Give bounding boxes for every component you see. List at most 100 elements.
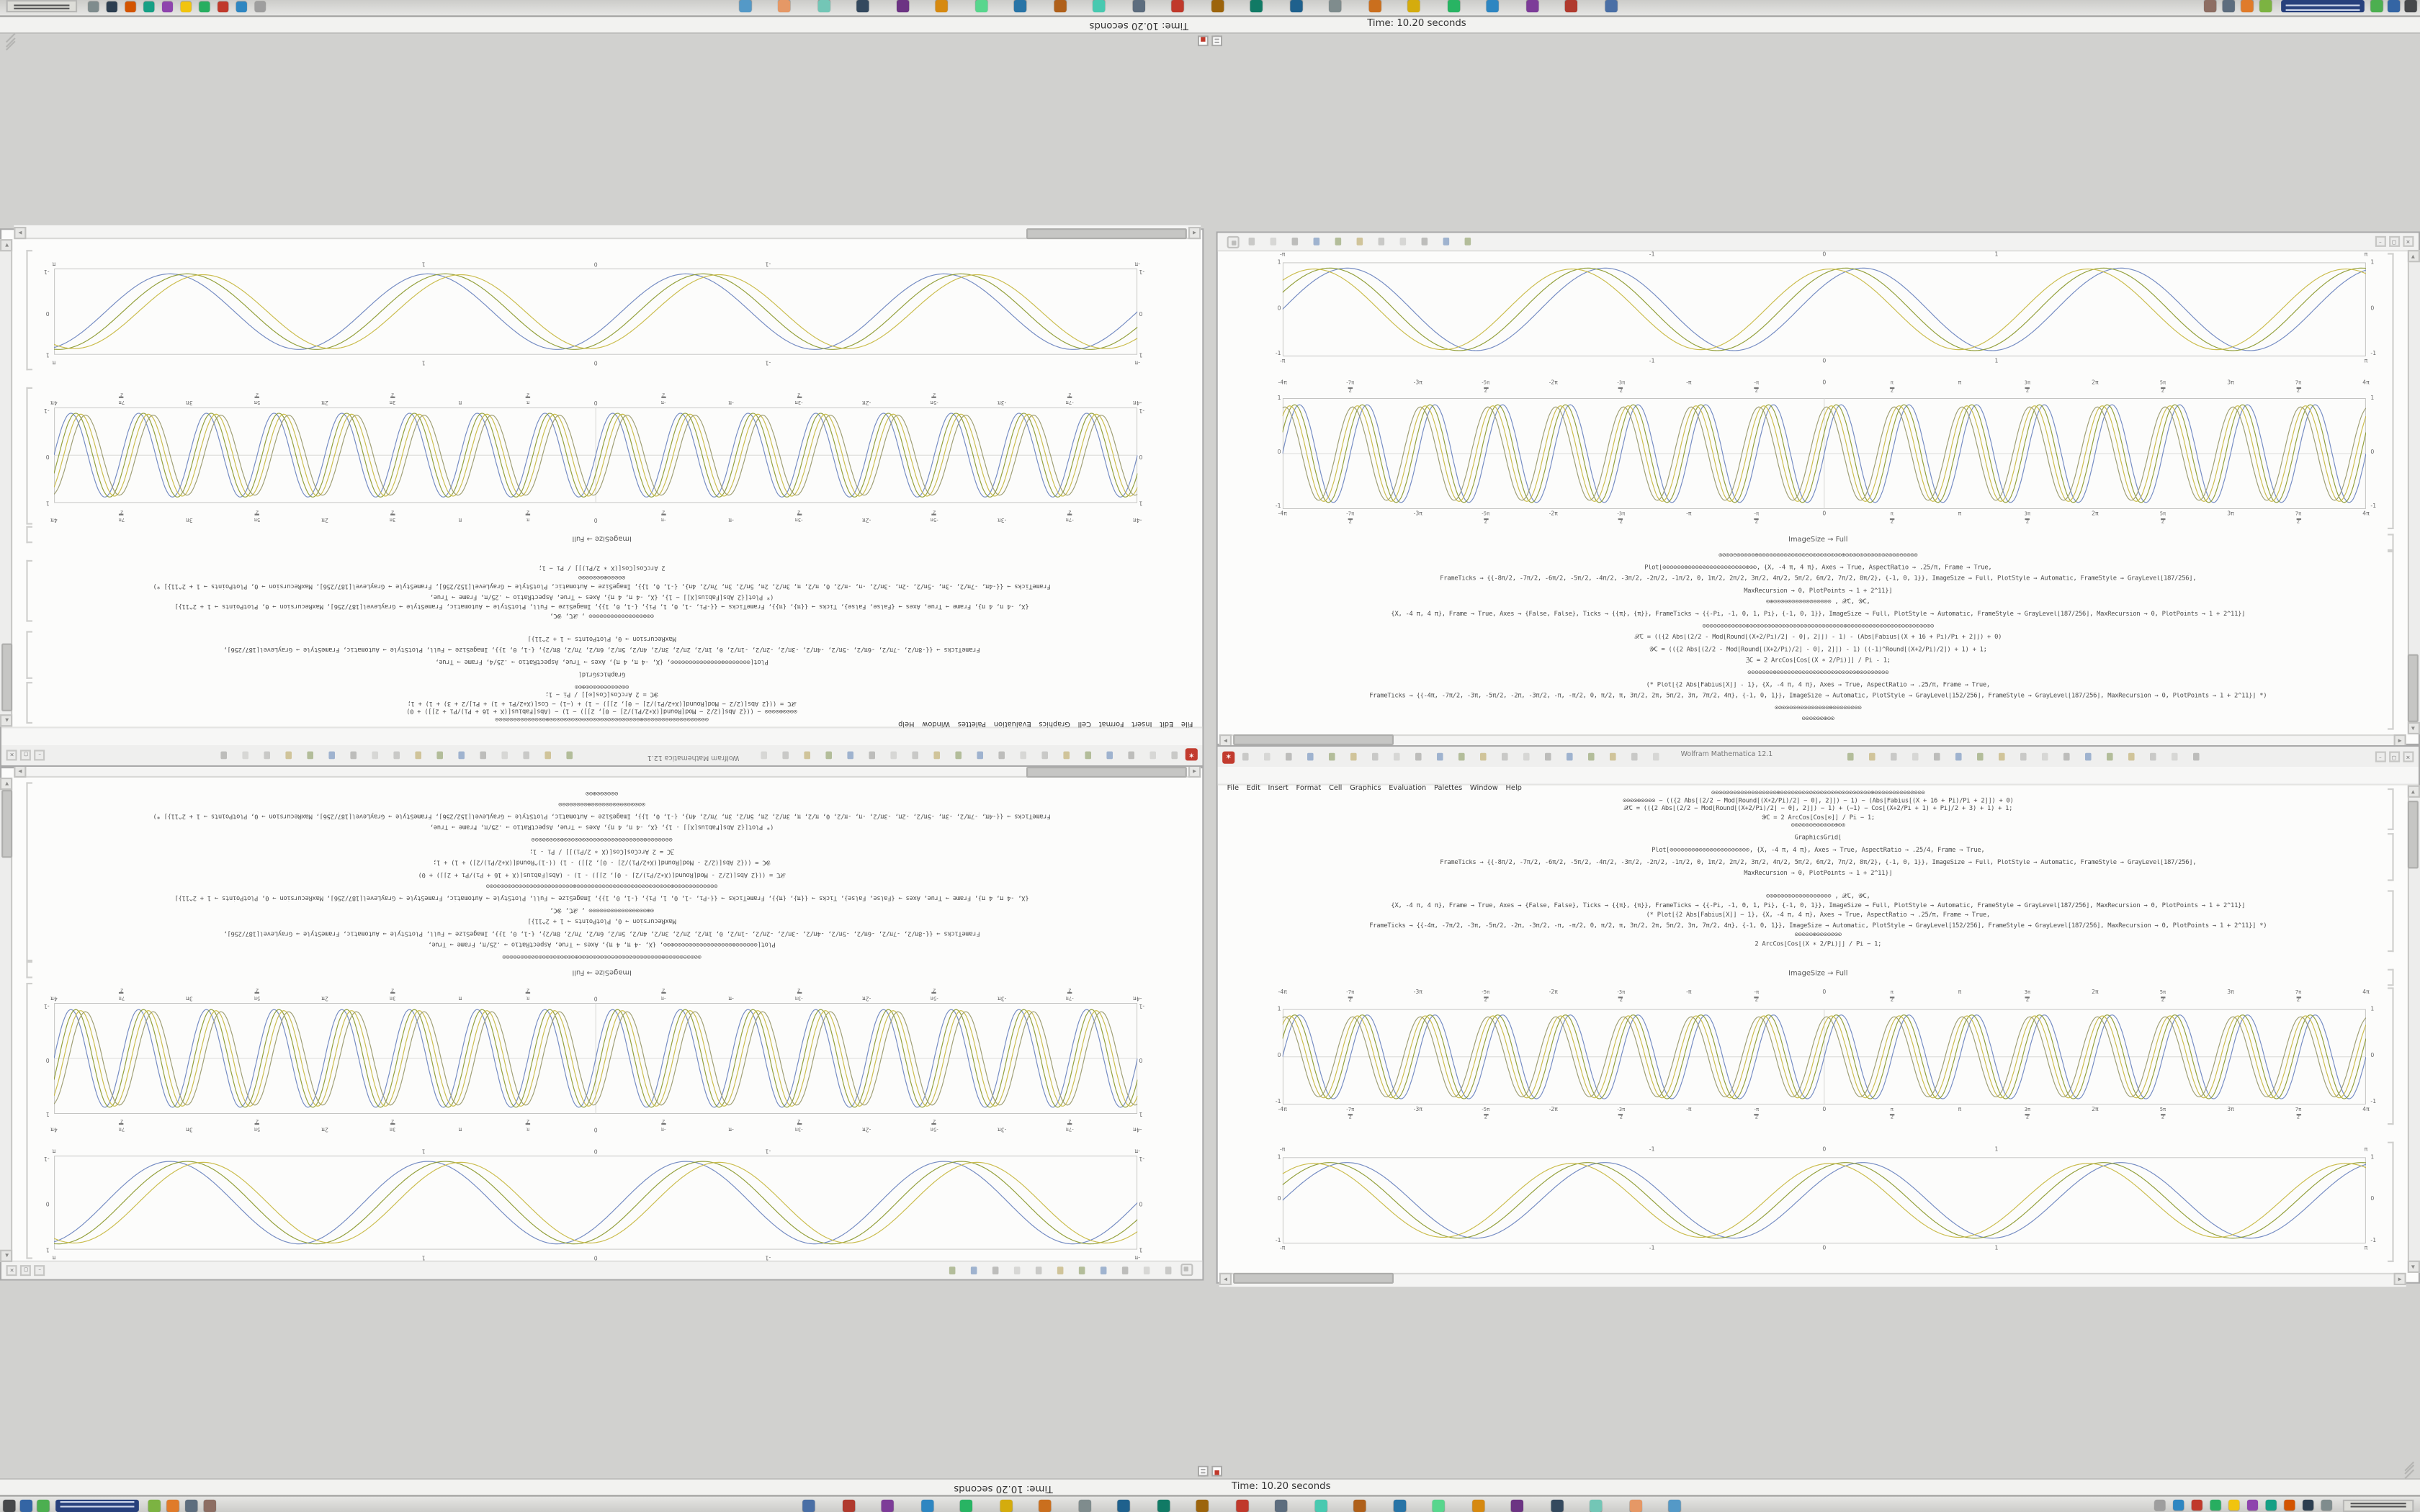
toolbar-icon[interactable] bbox=[1436, 752, 1443, 760]
toolbar-icon[interactable] bbox=[1393, 752, 1400, 760]
taskbar-app-icon[interactable] bbox=[1368, 1, 1381, 14]
toolbar-icon[interactable] bbox=[2172, 752, 2178, 760]
toolbar-icon[interactable] bbox=[825, 752, 832, 760]
tray-icon[interactable] bbox=[2265, 1499, 2277, 1511]
taskbar-window-button[interactable] bbox=[2281, 1, 2365, 14]
taskbar-app-icon[interactable] bbox=[2404, 1, 2417, 14]
tray-icon[interactable] bbox=[180, 1, 192, 13]
toolbar-icon[interactable] bbox=[1523, 752, 1530, 760]
taskbar-app-icon[interactable] bbox=[1565, 1, 1579, 14]
taskbar-app-icon[interactable] bbox=[817, 1, 830, 14]
toolbar-icon[interactable] bbox=[1335, 238, 1342, 245]
cell-bracket[interactable] bbox=[2388, 534, 2394, 551]
cell-bracket[interactable] bbox=[26, 631, 32, 679]
taskbar-app-icon[interactable] bbox=[841, 1498, 855, 1511]
toolbar-icon[interactable] bbox=[1610, 752, 1616, 760]
maximize-button[interactable]: ▢ bbox=[2389, 235, 2400, 246]
toolbar-icon[interactable] bbox=[285, 752, 292, 760]
scroll-up-button[interactable]: ▲ bbox=[2406, 250, 2419, 263]
taskbar-app-icon[interactable] bbox=[1590, 1498, 1603, 1511]
scroll-down-button[interactable]: ▼ bbox=[1, 239, 14, 252]
taskbar-app-icon[interactable] bbox=[1432, 1498, 1445, 1511]
taskbar-app-icon[interactable] bbox=[2370, 1, 2383, 14]
toolbar-icon[interactable] bbox=[350, 752, 357, 760]
taskbar-app-icon[interactable] bbox=[1039, 1498, 1052, 1511]
toolbar-icon[interactable] bbox=[1085, 752, 1091, 760]
taskbar-app-icon[interactable] bbox=[802, 1498, 815, 1511]
toolbar-icon[interactable] bbox=[501, 752, 508, 760]
taskbar-app-icon[interactable] bbox=[166, 1498, 179, 1511]
toolbar-icon[interactable] bbox=[1421, 238, 1428, 245]
taskbar-app-icon[interactable] bbox=[1550, 1498, 1563, 1511]
toolbar-icon[interactable] bbox=[307, 752, 313, 760]
toolbar-icon[interactable] bbox=[523, 752, 529, 760]
taskbar-app-icon[interactable] bbox=[37, 1498, 50, 1511]
toolbar-icon[interactable] bbox=[1847, 752, 1854, 760]
toolbar-icon[interactable] bbox=[1078, 1267, 1085, 1274]
toolbar-icon[interactable] bbox=[992, 1267, 999, 1274]
taskbar-app-icon[interactable] bbox=[1250, 1, 1263, 14]
toolbar-icon[interactable] bbox=[2063, 752, 2070, 760]
toolbar-icon[interactable] bbox=[1955, 752, 1962, 760]
taskbar-app-icon[interactable] bbox=[1330, 1, 1343, 14]
taskbar-app-icon[interactable] bbox=[2259, 1, 2272, 14]
taskbar-app-icon[interactable] bbox=[1077, 1498, 1090, 1511]
tray-icon[interactable] bbox=[2303, 1499, 2314, 1511]
toolbar-icon[interactable] bbox=[480, 752, 486, 760]
toolbar-icon[interactable] bbox=[1999, 752, 2005, 760]
tray-icon[interactable] bbox=[162, 1, 173, 13]
taskbar-app-icon[interactable] bbox=[920, 1498, 933, 1511]
toolbar-icon[interactable] bbox=[1350, 752, 1357, 760]
scroll-left-button[interactable]: ◀ bbox=[1188, 228, 1201, 240]
toolbar-icon[interactable] bbox=[1143, 1267, 1150, 1274]
toolbar-icon[interactable] bbox=[1567, 752, 1573, 760]
taskbar-app-icon[interactable] bbox=[1510, 1498, 1523, 1511]
scroll-down-button[interactable]: ▼ bbox=[2406, 1260, 2419, 1273]
tray-icon[interactable] bbox=[254, 1, 266, 13]
toolbar-icon[interactable] bbox=[761, 752, 767, 760]
scroll-left-button[interactable]: ◀ bbox=[1219, 733, 1232, 747]
toolbar-icon[interactable] bbox=[1399, 238, 1407, 245]
taskbar-app-icon[interactable] bbox=[1353, 1498, 1366, 1511]
taskbar-app-icon[interactable] bbox=[1157, 1498, 1170, 1511]
menu-item-file[interactable]: File bbox=[1227, 785, 1240, 793]
toolbar-icon[interactable] bbox=[782, 752, 789, 760]
close-button[interactable]: ✕ bbox=[6, 750, 17, 761]
menu-item-graphics[interactable]: Graphics bbox=[1350, 785, 1381, 793]
taskbar-app-icon[interactable] bbox=[1526, 1, 1539, 14]
taskbar-app-icon[interactable] bbox=[2241, 1, 2254, 14]
tray-icon[interactable] bbox=[2321, 1499, 2332, 1511]
cell-bracket[interactable] bbox=[26, 387, 32, 525]
vertical-scrollbar-thumb[interactable] bbox=[2408, 801, 2419, 869]
toolbar-icon[interactable] bbox=[890, 752, 897, 760]
taskbar-app-icon[interactable] bbox=[897, 1, 910, 14]
taskbar-app-icon[interactable] bbox=[1314, 1498, 1327, 1511]
taskbar-app-icon[interactable] bbox=[1392, 1498, 1406, 1511]
toolbar-icon[interactable] bbox=[1934, 752, 1940, 760]
maximize-button[interactable]: ▢ bbox=[20, 750, 31, 761]
scroll-left-button[interactable]: ◀ bbox=[1188, 765, 1201, 779]
cell-bracket[interactable] bbox=[2388, 890, 2394, 953]
taskbar-app-icon[interactable] bbox=[2222, 1, 2235, 14]
toolbar-icon[interactable] bbox=[1458, 752, 1465, 760]
tray-icon[interactable] bbox=[125, 1, 136, 13]
taskbar-app-icon[interactable] bbox=[1014, 1, 1028, 14]
tray-icon[interactable] bbox=[88, 1, 99, 13]
toolbar-icon[interactable] bbox=[2085, 752, 2092, 760]
toolbar-icon[interactable] bbox=[1013, 1267, 1021, 1274]
toolbar-icon[interactable] bbox=[970, 1267, 977, 1274]
mini-panel-icon[interactable] bbox=[1197, 1465, 1209, 1477]
taskbar-app-icon[interactable] bbox=[148, 1498, 161, 1511]
cell-bracket[interactable] bbox=[26, 559, 32, 622]
toolbar-icon[interactable] bbox=[544, 752, 551, 760]
toolbar-icon[interactable] bbox=[1356, 238, 1363, 245]
scroll-up-button[interactable]: ▲ bbox=[1, 714, 14, 727]
maximize-button[interactable]: ▢ bbox=[20, 1266, 31, 1277]
toolbar-icon[interactable] bbox=[912, 752, 918, 760]
toolbar-icon[interactable] bbox=[847, 752, 853, 760]
taskbar-app-icon[interactable] bbox=[1447, 1, 1461, 14]
toolbar-icon[interactable] bbox=[1307, 752, 1314, 760]
cell-bracket[interactable] bbox=[26, 782, 32, 961]
tray-icon[interactable] bbox=[2284, 1499, 2295, 1511]
toolbar-icon[interactable] bbox=[1121, 1267, 1129, 1274]
